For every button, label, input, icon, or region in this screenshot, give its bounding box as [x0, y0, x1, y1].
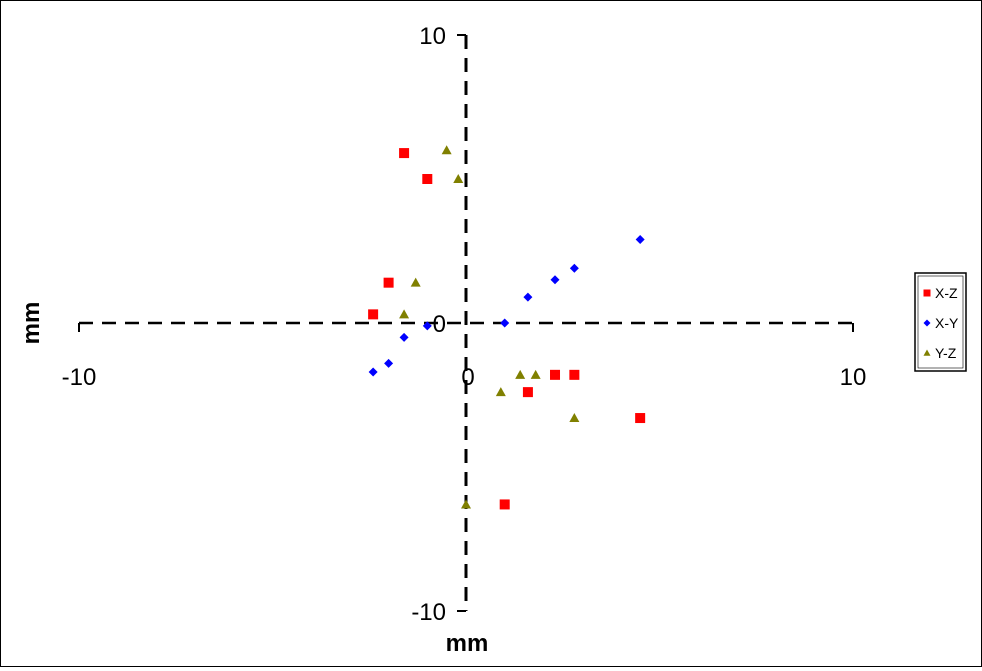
series-x-z — [368, 148, 646, 510]
legend-label-x-z: X-Z — [935, 285, 958, 301]
data-point — [453, 174, 464, 183]
data-point — [569, 413, 580, 423]
legend-label-x-y: X-Y — [935, 315, 959, 331]
legend-marker-x-y — [923, 319, 931, 327]
data-point — [569, 369, 580, 380]
data-point — [410, 277, 421, 287]
legend-label-y-z: Y-Z — [935, 345, 957, 361]
data-point — [399, 148, 410, 159]
data-point — [384, 358, 394, 368]
data-point — [569, 263, 579, 273]
data-point — [522, 387, 533, 398]
legend-marker-y-z — [923, 349, 931, 356]
data-point — [383, 277, 394, 288]
data-point — [635, 234, 645, 244]
axes — [79, 35, 853, 611]
axis-ticks — [78, 34, 854, 612]
x-tick-label: 10 — [840, 364, 867, 391]
x-tick-label: -10 — [62, 364, 97, 391]
data-point — [515, 369, 526, 379]
data-point — [399, 332, 409, 342]
data-point — [523, 292, 533, 302]
data-point — [368, 367, 378, 377]
data-point — [500, 318, 510, 328]
data-points — [368, 145, 646, 510]
x-tick-label: 0 — [461, 364, 474, 391]
y-tick-label: 0 — [433, 311, 446, 338]
legend-marker-x-z — [923, 289, 931, 297]
legend-box — [914, 272, 967, 372]
y-tick-label: -10 — [411, 599, 446, 626]
data-point — [530, 369, 541, 379]
data-point — [399, 309, 410, 319]
data-point — [499, 499, 510, 510]
data-point — [368, 309, 379, 320]
data-point — [635, 413, 646, 424]
series-y-z — [399, 145, 580, 509]
legend-items: X-Z X-Y Y-Z — [923, 285, 959, 361]
y-axis-title: mm — [18, 302, 45, 345]
data-point — [495, 387, 506, 397]
data-point — [550, 369, 561, 380]
x-axis-title: mm — [446, 630, 489, 657]
legend: X-Z X-Y Y-Z — [914, 272, 967, 372]
data-point — [461, 499, 471, 509]
legend-box-inner — [917, 275, 964, 369]
tick-labels: -10 0 10 10 0 -10 — [62, 23, 867, 626]
data-point — [550, 275, 560, 285]
y-tick-label: 10 — [419, 23, 446, 50]
data-point — [441, 145, 452, 155]
data-point — [422, 321, 432, 331]
data-point — [422, 174, 433, 184]
series-x-y — [368, 234, 645, 377]
